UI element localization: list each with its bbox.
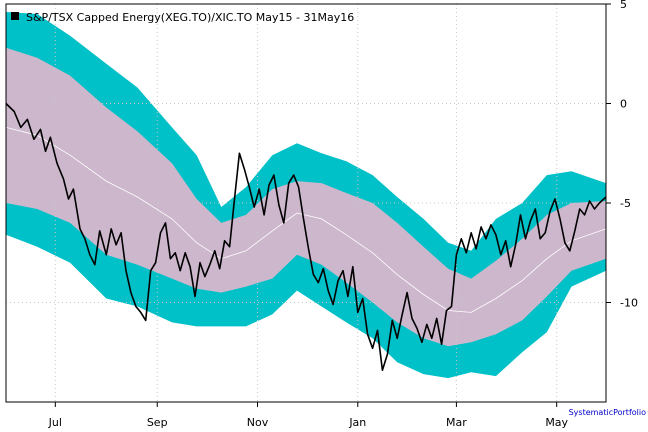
y-tick-label-2: -5	[620, 197, 631, 210]
mean-line	[5, 127, 607, 313]
x-axis: Jul Sep Nov Jan Mar May	[48, 402, 569, 429]
credit-label: SystematicPortfolio	[569, 408, 647, 417]
chart-title: S&P/TSX Capped Energy(XEG.TO)/XIC.TO May…	[26, 11, 354, 24]
x-tick-label-5: May	[545, 416, 568, 429]
x-tick-label-2: Nov	[247, 416, 269, 429]
x-tick-label-4: Mar	[446, 416, 467, 429]
y-tick-label-3: -10	[620, 297, 638, 310]
series-line-0	[5, 102, 607, 372]
x-tick-label-0: Jul	[48, 416, 62, 429]
y-tick-label-0: 5	[620, 0, 627, 11]
y-axis: 5 0 -5 -10	[606, 0, 638, 310]
bands	[6, 12, 606, 379]
legend-swatch	[11, 12, 19, 20]
inner-band	[6, 47, 606, 347]
y-tick-label-1: 0	[620, 98, 627, 111]
x-tick-label-3: Jan	[348, 416, 366, 429]
legend: S&P/TSX Capped Energy(XEG.TO)/XIC.TO May…	[11, 11, 354, 24]
x-tick-label-1: Sep	[147, 416, 168, 429]
lines	[5, 102, 607, 372]
